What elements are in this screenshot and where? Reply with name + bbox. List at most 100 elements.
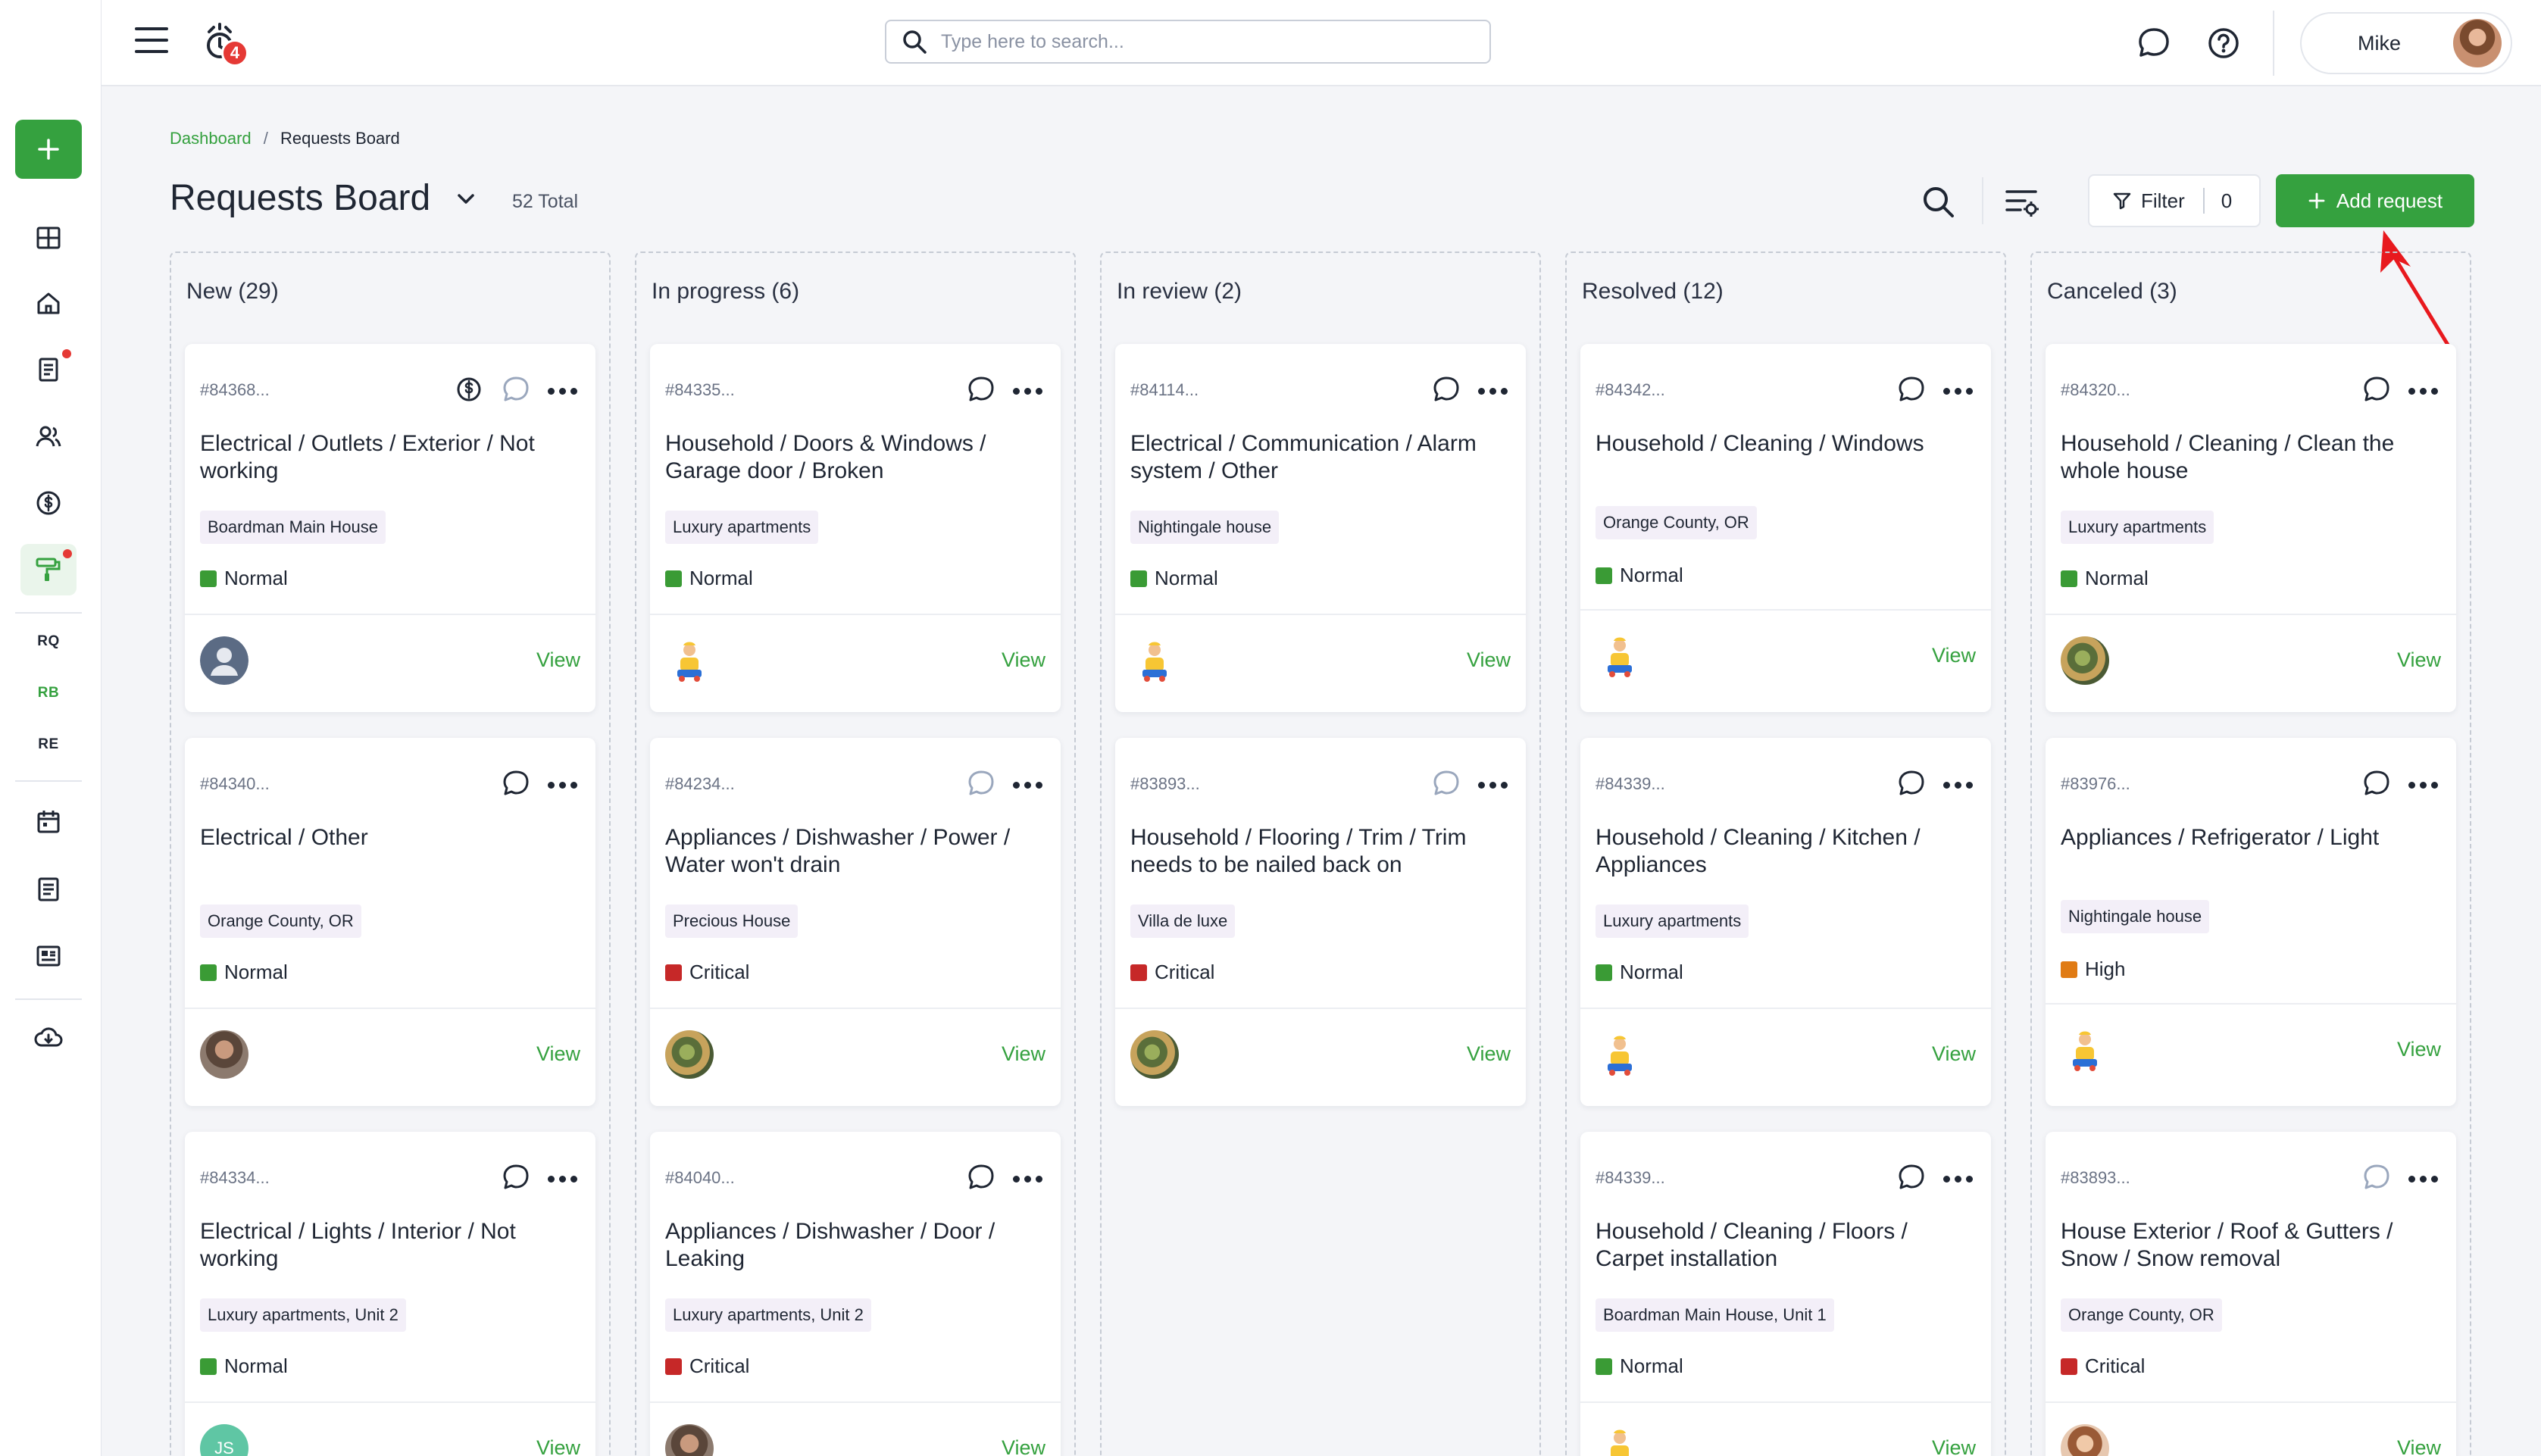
sidebar-item-re[interactable]: RE [38,736,59,752]
board-search-button[interactable] [1917,180,1961,224]
request-card[interactable]: #84335... Household / Doors & Windows / G… [650,344,1061,712]
chat-icon[interactable] [966,374,996,408]
global-search[interactable] [885,20,1491,64]
view-link[interactable]: View [536,648,580,671]
menu-icon[interactable] [135,27,168,58]
request-card[interactable]: #84342... Household / Cleaning / Windows O… [1580,344,1991,712]
sidebar-item-dashboard[interactable] [20,212,77,264]
priority-label: Critical [689,961,750,983]
request-card[interactable]: #84368... Electrical / Outlets / Exterior… [185,344,595,712]
sidebar-item-notes[interactable] [20,864,77,915]
property-tag: Luxury apartments [665,511,819,544]
chat-icon[interactable] [966,1162,996,1196]
chat-icon[interactable] [501,768,531,802]
request-card[interactable]: #84234... Appliances / Dishwasher / Power… [650,738,1061,1106]
more-icon[interactable] [2408,1176,2438,1183]
view-link[interactable]: View [1001,648,1045,671]
sidebar-item-properties[interactable] [20,277,77,329]
dollar-icon[interactable] [454,374,484,408]
chat-icon[interactable] [1896,374,1927,408]
card-divider [185,1008,595,1009]
avatar [200,1030,248,1079]
chat-icon[interactable] [2361,1162,2392,1196]
sidebar-item-calendar[interactable] [20,795,77,847]
create-new-button[interactable] [15,120,82,179]
view-link[interactable]: View [536,1436,580,1456]
more-icon[interactable] [548,1176,577,1183]
more-icon[interactable] [1478,388,1508,395]
more-icon[interactable] [548,782,577,789]
board-settings-button[interactable] [2000,180,2044,224]
more-icon[interactable] [1013,1176,1042,1183]
chat-icon[interactable] [501,374,531,408]
breadcrumb-dashboard[interactable]: Dashboard [170,129,252,148]
user-menu[interactable]: Mike [2300,12,2512,74]
chat-icon[interactable] [2361,374,2392,408]
view-link[interactable]: View [1001,1042,1045,1065]
view-link[interactable]: View [2396,1436,2441,1456]
view-link[interactable]: View [1931,1042,1976,1065]
more-icon[interactable] [2408,782,2438,789]
more-icon[interactable] [1013,388,1042,395]
chevron-down-icon[interactable] [453,186,479,212]
request-card[interactable]: #84040... Appliances / Dishwasher / Door … [650,1132,1061,1456]
search-input[interactable] [941,30,1471,53]
request-card[interactable]: #83893... Household / Flooring / Trim / T… [1115,738,1526,1106]
priority-label: Normal [1620,1354,1683,1377]
request-card[interactable]: #84340... Electrical / Other Orange County… [185,738,595,1106]
chat-icon[interactable] [1896,1162,1927,1196]
card-divider [1115,614,1526,615]
request-card[interactable]: #84339... Household / Cleaning / Kitchen … [1580,738,1991,1106]
more-icon[interactable] [1943,782,1973,789]
sidebar-item-reports[interactable] [20,930,77,982]
view-link[interactable]: View [2396,648,2441,671]
view-link[interactable]: View [1931,644,1976,667]
sidebar-item-maintenance[interactable] [20,544,77,595]
view-link[interactable]: View [2396,1038,2441,1061]
priority-indicator: Normal [1596,1354,1683,1378]
more-icon[interactable] [2408,388,2438,395]
chat-icon[interactable] [1896,768,1927,802]
request-card[interactable]: #84114... Electrical / Communication / Al… [1115,344,1526,712]
more-icon[interactable] [1943,1176,1973,1183]
request-card[interactable]: #84339... Household / Cleaning / Floors /… [1580,1132,1991,1456]
request-card[interactable]: #84320... Household / Cleaning / Clean th… [2046,344,2456,712]
more-icon[interactable] [1478,782,1508,789]
priority-indicator: Normal [200,567,288,590]
sidebar-item-documents[interactable] [20,344,77,395]
chat-icon[interactable] [1431,374,1461,408]
add-request-button[interactable]: Add request [2276,174,2474,227]
chat-icon[interactable] [2133,23,2174,64]
chat-icon[interactable] [1431,768,1461,802]
request-title: Appliances / Refrigerator / Light [2061,825,2380,850]
chat-icon[interactable] [501,1162,531,1196]
view-link[interactable]: View [1466,648,1511,671]
filter-label: Filter [2141,189,2185,212]
sidebar-item-rb[interactable]: RB [37,685,60,701]
sidebar-item-download[interactable] [20,1012,77,1064]
page-title[interactable]: Requests Board [170,178,431,218]
view-link[interactable]: View [536,1042,580,1065]
view-link[interactable]: View [1931,1436,1976,1456]
help-icon[interactable] [2203,23,2244,64]
chat-icon[interactable] [966,768,996,802]
plus-icon [2308,192,2325,209]
sidebar-item-accounting[interactable] [20,477,77,529]
card-actions [966,374,1042,408]
sidebar-item-people[interactable] [20,411,77,462]
property-tag: Nightingale house [2061,900,2210,933]
request-card[interactable]: #83893... House Exterior / Roof & Gutters… [2046,1132,2456,1456]
sidebar-item-rq[interactable]: RQ [37,633,60,649]
chat-icon[interactable] [2361,768,2392,802]
view-link[interactable]: View [1466,1042,1511,1065]
priority-indicator: Critical [665,1354,749,1378]
more-icon[interactable] [548,388,577,395]
more-icon[interactable] [1013,782,1042,789]
more-icon[interactable] [1943,388,1973,395]
request-card[interactable]: #83976... Appliances / Refrigerator / Lig… [2046,738,2456,1106]
filter-button[interactable]: Filter 0 [2088,174,2261,227]
dollar-circle-icon [36,491,61,515]
list-settings-icon [2005,190,2039,217]
view-link[interactable]: View [1001,1436,1045,1456]
request-card[interactable]: #84334... Electrical / Lights / Interior … [185,1132,595,1456]
